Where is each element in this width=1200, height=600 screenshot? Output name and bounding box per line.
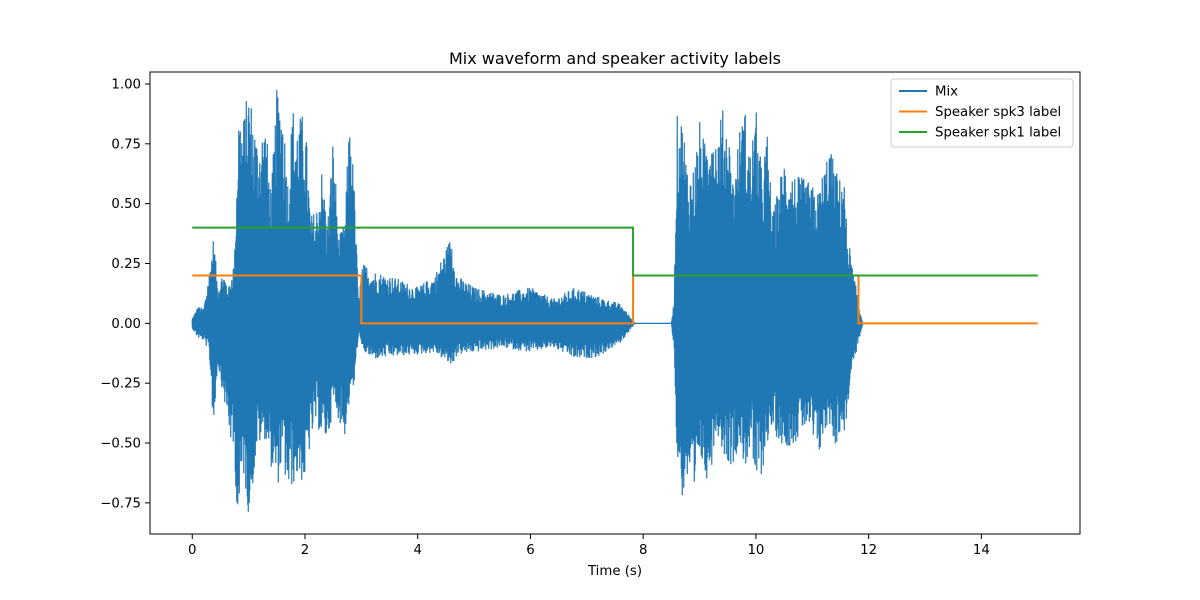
y-tick-label: 0.75: [111, 137, 141, 152]
y-tick-label: 1.00: [111, 77, 141, 92]
chart-title: Mix waveform and speaker activity labels: [449, 49, 781, 68]
y-tick-label: −0.50: [100, 437, 141, 452]
legend-entry-label: Speaker spk1 label: [935, 126, 1061, 141]
x-axis-label: Time (s): [587, 564, 642, 579]
series-layer: [191, 89, 1038, 512]
x-tick-label: 8: [639, 543, 647, 558]
legend-entry-label: Speaker spk3 label: [935, 105, 1061, 120]
y-tick-label: −0.75: [100, 496, 141, 511]
x-tick-label: 14: [973, 543, 990, 558]
x-tick-label: 0: [188, 543, 196, 558]
x-tick-label: 4: [413, 543, 421, 558]
x-axis: 0 2 4 6 8 10 12 14: [188, 534, 990, 558]
y-tick-label: −0.25: [100, 377, 141, 392]
legend-box: [890, 78, 1074, 148]
y-axis: −0.75 −0.50 −0.25 0.00 0.25 0.50 0.75 1.00: [100, 77, 150, 511]
series-mix-waveform: [191, 89, 864, 512]
legend-entry-label: Mix: [935, 85, 958, 100]
x-tick-label: 12: [860, 543, 877, 558]
plot-frame: [149, 71, 1081, 535]
series-line-2: [192, 226, 1038, 277]
x-tick-label: 2: [301, 543, 309, 558]
series-line-1: [192, 274, 1038, 325]
legend: Mix Speaker spk3 label Speaker spk1 label: [890, 78, 1074, 148]
y-tick-label: 0.00: [111, 317, 141, 332]
x-tick-label: 10: [747, 543, 764, 558]
x-tick-label: 6: [526, 543, 534, 558]
y-tick-label: 0.25: [111, 257, 141, 272]
y-tick-label: 0.50: [111, 197, 141, 212]
